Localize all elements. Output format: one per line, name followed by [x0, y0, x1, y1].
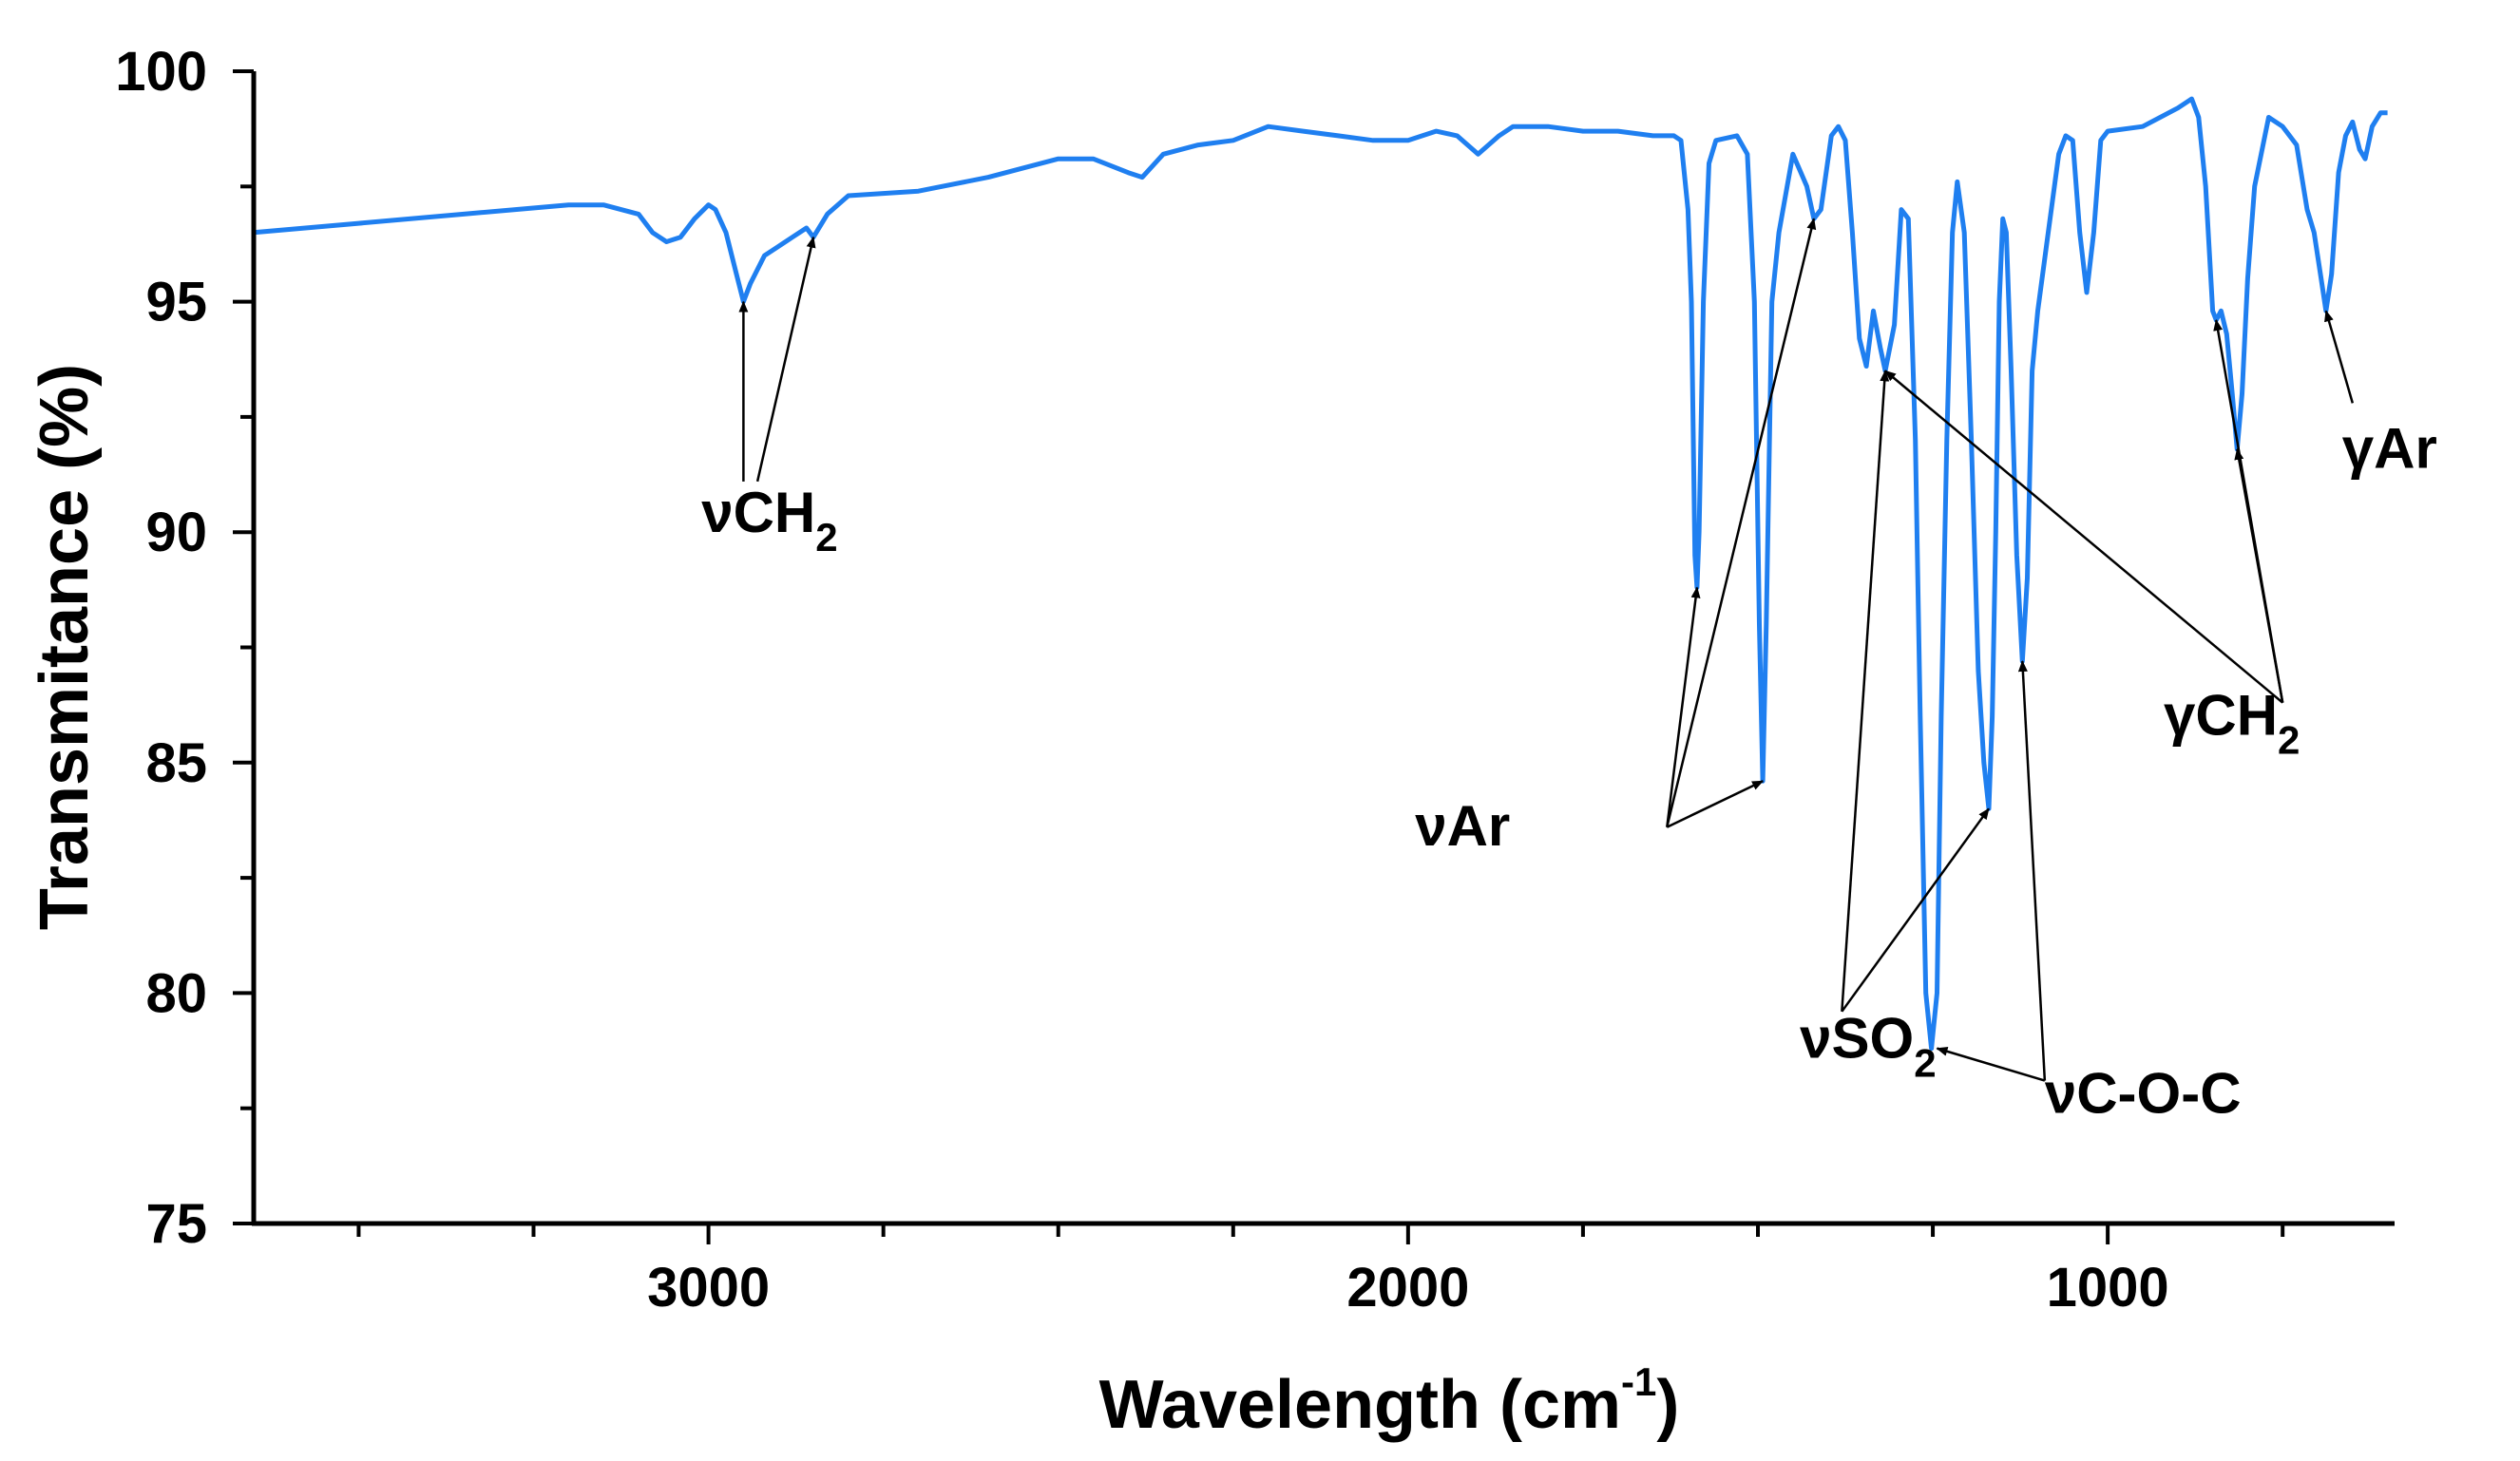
annotation-group: νCH2	[701, 236, 838, 560]
spectrum-layer	[253, 96, 2388, 1052]
annotation-arrow	[1841, 370, 1890, 1012]
annotation-group: νC-O-C	[1936, 660, 2242, 1126]
annotation-arrow	[1666, 780, 1765, 828]
annotation-label-main: γCH	[2164, 684, 2278, 748]
spectrum-line	[253, 96, 2388, 1052]
annotation-arrow	[1666, 218, 1817, 828]
x-ticks: 3000 2000 1000	[356, 1224, 2285, 1319]
annotation-group: γCH2	[1884, 319, 2300, 763]
y-tick-label: 85	[145, 732, 207, 794]
annotation-label-subscript: 2	[815, 515, 837, 560]
annotation-label: νC-O-C	[2045, 1062, 2242, 1126]
annotation-label: γCH2	[2164, 684, 2300, 763]
annotation-arrow	[2234, 447, 2284, 703]
y-tick-label: 80	[145, 962, 207, 1024]
x-tick-label: 2000	[1346, 1257, 1469, 1319]
annotation-label: νAr	[1415, 794, 1510, 858]
x-axis-title-sup: -1	[1621, 1359, 1656, 1404]
x-axis-title-close: )	[1656, 1367, 1679, 1443]
x-tick-label: 3000	[647, 1257, 770, 1319]
annotation-group: γAr	[2324, 310, 2437, 480]
x-axis-title-main: Wavelength (cm	[1099, 1367, 1621, 1443]
y-tick-label: 100	[115, 41, 207, 103]
annotation-arrow	[1884, 370, 2283, 704]
y-tick-label: 90	[145, 502, 207, 563]
annotation-arrow	[755, 236, 816, 483]
y-tick-label: 75	[145, 1193, 207, 1255]
annotation-arrow	[1841, 807, 1990, 1013]
y-ticks: 75 80 85 90 95 100	[115, 41, 254, 1255]
annotation-arrow	[2324, 310, 2355, 404]
annotation-label-subscript: 2	[2278, 718, 2300, 763]
x-tick-label: 1000	[2047, 1257, 2169, 1319]
annotation-label-main: γAr	[2342, 416, 2437, 480]
annotation-label-main: νSO	[1800, 1006, 1914, 1070]
annotation-label: νCH2	[701, 481, 837, 560]
annotation-group: νSO2	[1800, 370, 1990, 1085]
annotation-arrow	[2017, 660, 2047, 1081]
x-axis-title: Wavelength (cm-1)	[1099, 1359, 1680, 1443]
annotation-group: νAr	[1415, 218, 1817, 858]
annotation-label-main: νCH	[701, 481, 815, 544]
y-axis-title: Transmitance (%)	[27, 364, 103, 930]
y-tick-label: 95	[145, 272, 207, 333]
annotation-label: νSO2	[1800, 1006, 1936, 1085]
annotation-label: γAr	[2342, 416, 2437, 480]
annotation-label-main: νAr	[1415, 794, 1510, 858]
annotation-label-main: νC-O-C	[2045, 1062, 2242, 1126]
annotation-arrow	[1936, 1046, 2046, 1082]
annotation-label-subscript: 2	[1914, 1040, 1936, 1085]
annotation-arrow	[1666, 586, 1701, 827]
